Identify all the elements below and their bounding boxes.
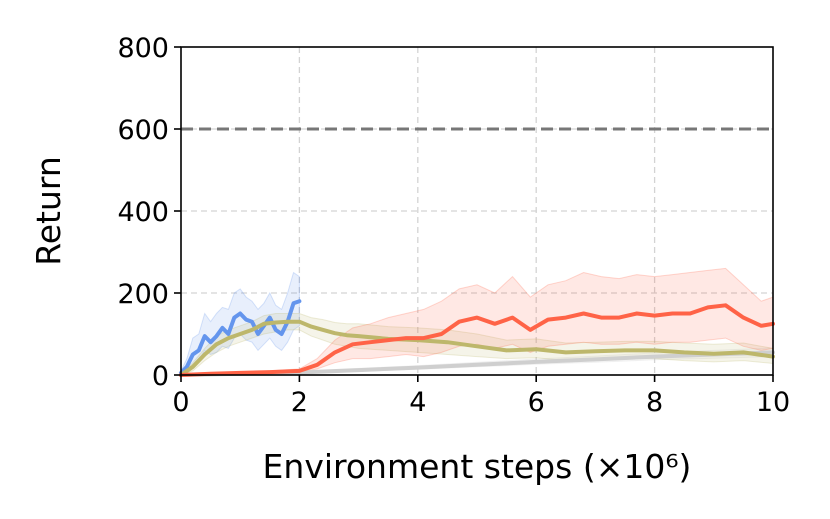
x-ticks: 0 2 4 6 8 10 — [172, 375, 790, 418]
y-tick-label: 0 — [152, 361, 169, 392]
series-line-4 — [179, 303, 775, 377]
y-tick-label: 600 — [117, 115, 169, 146]
y-tick-label: 800 — [117, 33, 169, 64]
x-tick-label: 8 — [646, 387, 663, 418]
series-line-3 — [179, 319, 775, 377]
y-tick-label: 200 — [117, 279, 169, 310]
series-line-2 — [179, 299, 302, 375]
y-axis-label: Return — [29, 156, 68, 266]
x-tick-label: 2 — [291, 387, 308, 418]
y-ticks: 0 200 400 600 800 — [117, 33, 181, 392]
x-tick-label: 0 — [172, 387, 189, 418]
x-tick-label: 10 — [756, 387, 790, 418]
x-axis-label: Environment steps (×10⁶) — [263, 447, 692, 486]
series-lines — [179, 299, 775, 377]
x-tick-label: 4 — [409, 387, 426, 418]
x-tick-label: 6 — [528, 387, 545, 418]
y-tick-label: 400 — [117, 197, 169, 228]
